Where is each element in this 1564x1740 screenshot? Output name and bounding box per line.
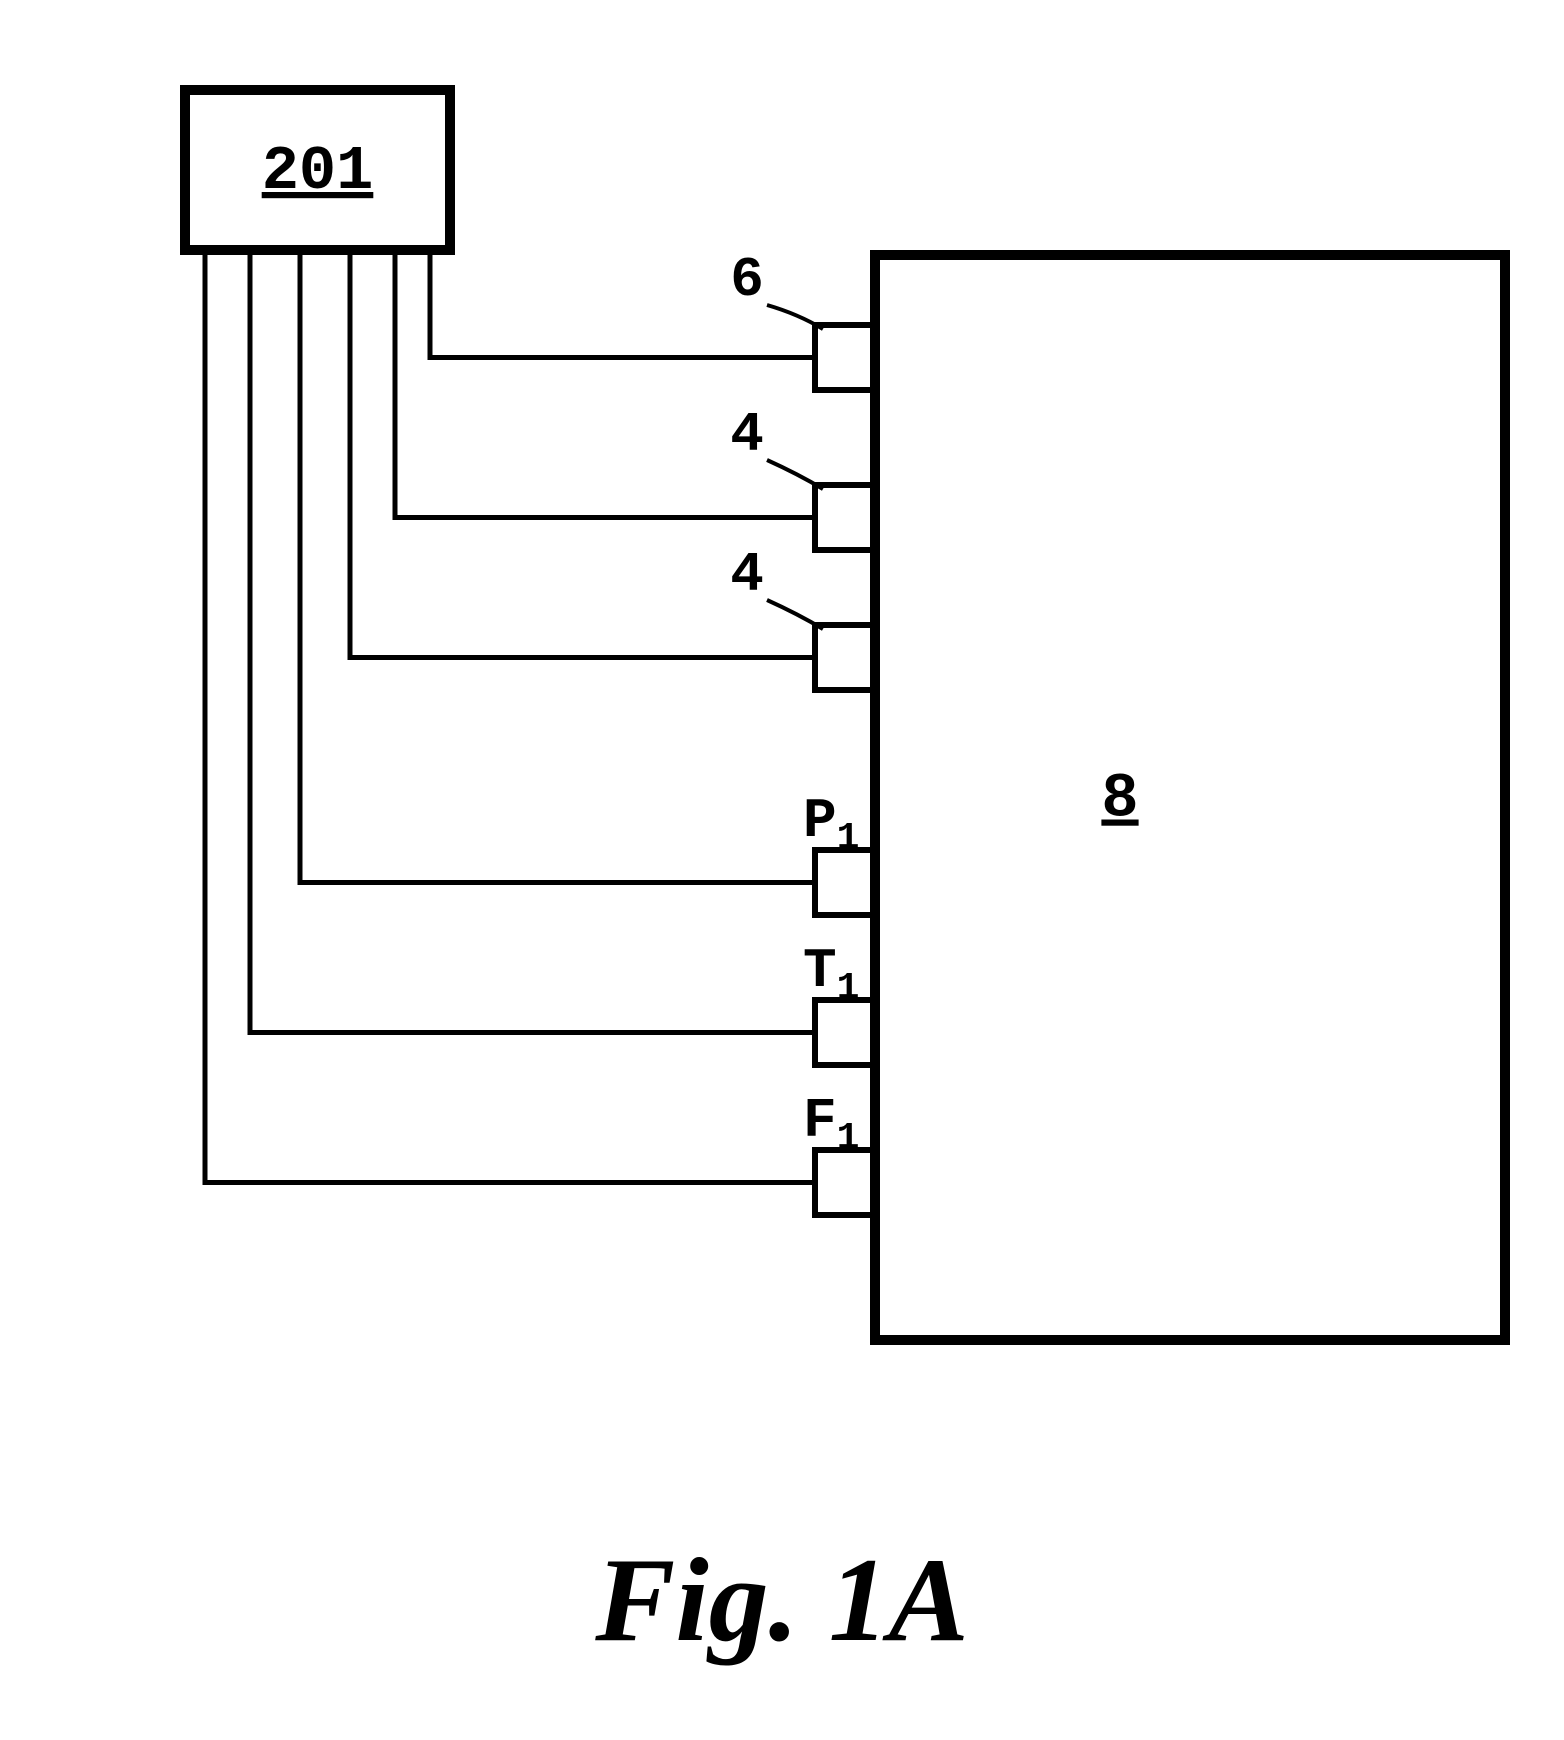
- device-label: 8: [1101, 764, 1138, 835]
- port-P1-label: P1: [803, 789, 859, 860]
- wire-port-T1: [250, 250, 815, 1033]
- port-F1-label: F1: [803, 1089, 859, 1160]
- diagram-canvas: 201 8 6 4 4 P1 T1 F1 Fig. 1A: [0, 0, 1564, 1740]
- port-6-leader: [767, 305, 823, 329]
- controller-label: 201: [262, 136, 374, 207]
- port-6: [815, 325, 875, 390]
- port-6-label: 6: [730, 248, 764, 312]
- port-4b-leader: [767, 600, 823, 629]
- figure-caption: Fig. 1A: [594, 1533, 968, 1666]
- port-4b-label: 4: [730, 543, 764, 607]
- port-T1-label: T1: [803, 939, 859, 1010]
- device-block: [875, 255, 1505, 1340]
- port-4a: [815, 485, 875, 550]
- wire-port-F1: [205, 250, 815, 1183]
- port-4a-leader: [767, 460, 823, 489]
- port-4a-label: 4: [730, 403, 764, 467]
- port-4b: [815, 625, 875, 690]
